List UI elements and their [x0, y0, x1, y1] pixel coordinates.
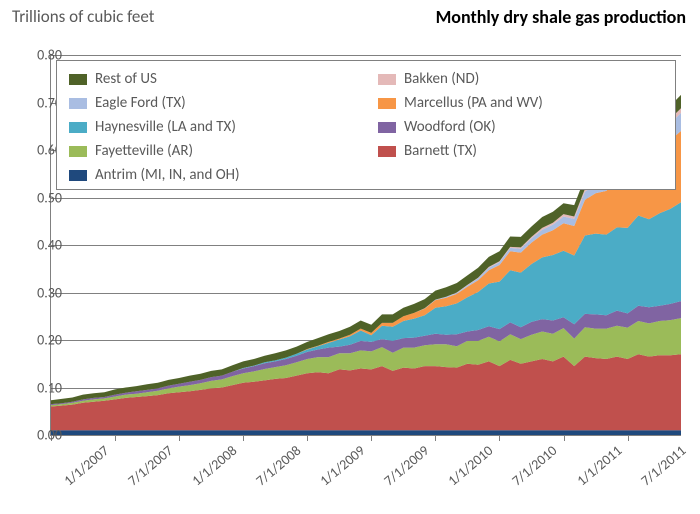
x-tick-label: 7/1/2011: [637, 442, 689, 489]
legend-label: Marcellus (PA and WV): [404, 94, 543, 112]
legend-item-woodford: Woodford (OK): [366, 118, 675, 136]
x-tick: [435, 435, 436, 441]
y-tick-label: 0.20: [37, 332, 62, 349]
legend-swatch-icon: [378, 74, 396, 85]
legend-item-haynesville: Haynesville (LA and TX): [57, 118, 366, 136]
y-axis-title: Trillions of cubic feet: [12, 6, 154, 27]
legend-label: Eagle Ford (TX): [95, 94, 186, 112]
x-tick-label: 1/1/2009: [317, 442, 369, 489]
legend-label: Haynesville (LA and TX): [95, 118, 236, 136]
chart-title: Monthly dry shale gas production: [436, 6, 686, 28]
legend-swatch-icon: [69, 122, 87, 133]
legend-row: Eagle Ford (TX) Marcellus (PA and WV): [57, 91, 675, 115]
chart-container: Trillions of cubic feet Monthly dry shal…: [0, 0, 700, 514]
x-tick-label: 7/1/2010: [509, 442, 561, 489]
x-tick-label: 1/1/2008: [189, 442, 241, 489]
legend-item-bakken: Bakken (ND): [366, 70, 675, 88]
legend-item-fayetteville: Fayetteville (AR): [57, 142, 366, 160]
legend-item-restofus: Rest of US: [57, 70, 366, 88]
x-tick: [628, 435, 629, 441]
x-tick: [499, 435, 500, 441]
x-tick: [243, 435, 244, 441]
legend-item-antrim: Antrim (MI, IN, and OH): [57, 166, 366, 184]
x-tick: [564, 435, 565, 441]
legend-swatch-icon: [69, 170, 87, 181]
legend-swatch-icon: [378, 98, 396, 109]
legend-row: Antrim (MI, IN, and OH): [57, 163, 675, 187]
legend-row: Rest of US Bakken (ND): [57, 67, 675, 91]
x-tick-label: 1/1/2010: [445, 442, 497, 489]
legend-item-barnett: Barnett (TX): [366, 142, 675, 160]
legend-label: Fayetteville (AR): [95, 142, 193, 160]
x-tick: [371, 435, 372, 441]
legend-box: Rest of US Bakken (ND) Eagle Ford (TX) Marc…: [56, 60, 676, 190]
x-tick-label: 1/1/2011: [573, 442, 625, 489]
legend-item-marcellus: Marcellus (PA and WV): [366, 94, 675, 112]
legend-swatch-icon: [69, 146, 87, 157]
y-tick-label: 0.40: [37, 237, 62, 254]
legend-item-eagleford: Eagle Ford (TX): [57, 94, 366, 112]
x-tick-label: 1/1/2007: [60, 442, 112, 489]
y-tick-label: 0.10: [37, 379, 62, 396]
legend-label: Rest of US: [95, 70, 157, 88]
legend-label: Bakken (ND): [404, 70, 479, 88]
x-tick: [179, 435, 180, 441]
legend-label: Antrim (MI, IN, and OH): [95, 166, 240, 184]
legend-swatch-icon: [378, 122, 396, 133]
legend-label: Barnett (TX): [404, 142, 477, 160]
series-antrim: [51, 430, 681, 435]
x-tick: [307, 435, 308, 441]
legend-swatch-icon: [69, 74, 87, 85]
legend-swatch-icon: [69, 98, 87, 109]
x-tick-label: 7/1/2008: [253, 442, 305, 489]
x-tick-label: 7/1/2007: [125, 442, 177, 489]
y-tick-label: 0.50: [37, 189, 62, 206]
y-tick-label: 0.00: [37, 427, 62, 444]
legend-row: Fayetteville (AR) Barnett (TX): [57, 139, 675, 163]
y-tick-label: 0.30: [37, 284, 62, 301]
legend-label: Woodford (OK): [404, 118, 496, 136]
legend-row: Haynesville (LA and TX) Woodford (OK): [57, 115, 675, 139]
legend-swatch-icon: [378, 146, 396, 157]
x-tick-label: 7/1/2009: [381, 442, 433, 489]
x-tick: [115, 435, 116, 441]
